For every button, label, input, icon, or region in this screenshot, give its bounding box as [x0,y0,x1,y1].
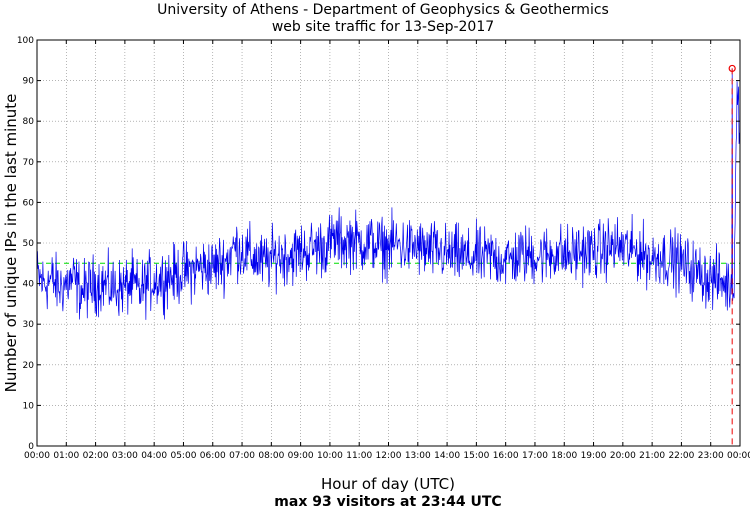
x-tick-label-21: 21:00 [639,451,665,461]
x-tick-label-18: 18:00 [551,451,577,461]
x-tick-label-14: 14:00 [434,451,460,461]
y-tick-label-80: 80 [23,117,35,127]
x-tick-label-6: 06:00 [200,451,226,461]
y-axis-label: Number of unique IPs in the last minute [2,94,20,393]
x-tick-label-20: 20:00 [610,451,636,461]
x-tick-label-0: 00:00 [24,451,50,461]
x-tick-label-3: 03:00 [112,451,138,461]
y-tick-label-50: 50 [23,239,35,249]
x-axis-ticks: 00:00 01:00 02:00 03:00 04:00 05:00 06:00 07:00… [24,40,750,461]
y-tick-label-10: 10 [23,401,35,411]
x-tick-label-17: 17:00 [522,451,548,461]
x-tick-label-8: 08:00 [258,451,284,461]
x-tick-label-1: 01:00 [53,451,79,461]
series-line [36,68,741,320]
series-traffic [36,68,741,320]
x-tick-label-22: 22:00 [668,451,694,461]
y-tick-label-0: 0 [28,442,34,452]
max-marker [728,64,736,446]
x-tick-label-7: 07:00 [229,451,255,461]
x-tick-label-2: 02:00 [83,451,109,461]
x-tick-label-11: 11:00 [346,451,372,461]
x-tick-label-4: 04:00 [141,451,167,461]
y-tick-label-60: 60 [23,198,35,208]
x-tick-label-5: 05:00 [170,451,196,461]
y-tick-label-20: 20 [23,361,35,371]
y-tick-label-70: 70 [23,158,35,168]
chart-title: University of Athens - Department of Geo… [157,2,609,18]
y-tick-label-30: 30 [23,320,35,330]
x-tick-label-23: 23:00 [698,451,724,461]
y-axis-ticks: 0 10 20 30 40 50 60 70 80 90 100 [17,36,740,452]
x-tick-label-9: 09:00 [288,451,314,461]
max-point [728,64,736,73]
y-tick-label-100: 100 [17,36,34,46]
chart-subtitle: web site traffic for 13-Sep-2017 [272,19,494,35]
x-axis-label: Hour of day (UTC) [321,475,455,493]
x-tick-label-12: 12:00 [376,451,402,461]
x-tick-label-16: 16:00 [493,451,519,461]
x-tick-label-15: 15:00 [463,451,489,461]
x-tick-label-10: 10:00 [317,451,343,461]
y-tick-label-90: 90 [23,77,35,87]
x-tick-label-13: 13:00 [405,451,431,461]
max-visitors-note: max 93 visitors at 23:44 UTC [274,494,501,510]
x-tick-label-19: 19:00 [581,451,607,461]
y-tick-label-40: 40 [23,280,35,290]
x-tick-label-24: 00:00 [727,451,750,461]
